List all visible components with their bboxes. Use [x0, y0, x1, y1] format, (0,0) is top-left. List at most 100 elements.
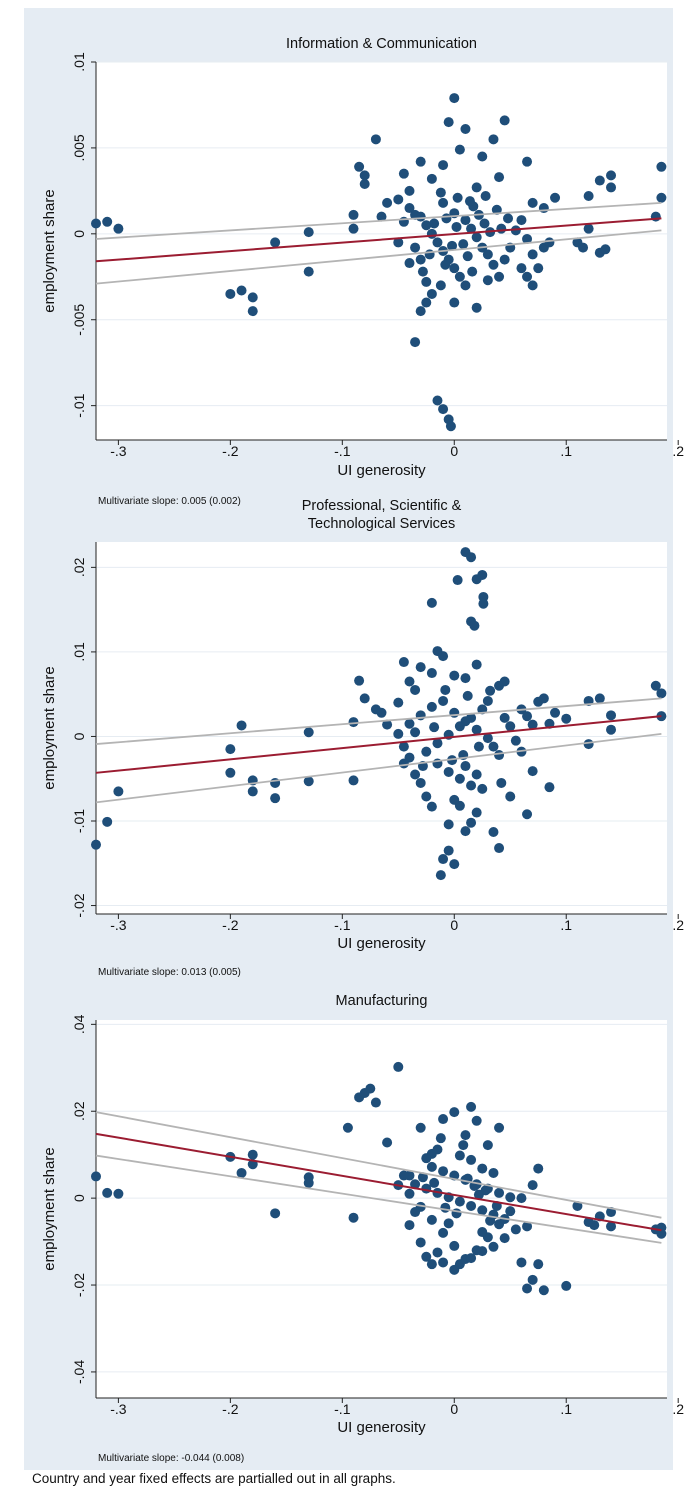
data-point	[471, 659, 482, 670]
data-point	[438, 854, 449, 865]
data-point	[594, 175, 605, 186]
data-point	[443, 117, 454, 128]
data-point	[533, 263, 544, 274]
data-point	[410, 684, 421, 695]
data-point	[270, 793, 281, 804]
data-point	[91, 218, 101, 229]
data-point	[477, 783, 488, 794]
data-point	[494, 750, 505, 761]
ci-lower-line	[95, 1154, 662, 1244]
x-tick-label: .1	[560, 917, 572, 933]
data-point	[376, 707, 387, 718]
x-tick-label: 0	[450, 443, 458, 459]
data-point	[451, 221, 462, 232]
data-point	[421, 1251, 432, 1262]
slope-note: Multivariate slope: 0.005 (0.002)	[98, 496, 241, 507]
data-point	[370, 1097, 381, 1108]
data-point	[454, 144, 465, 155]
data-point	[421, 276, 432, 287]
data-point	[488, 1241, 499, 1252]
data-point	[426, 1214, 437, 1225]
data-point	[382, 1137, 393, 1148]
chart-title: Professional, Scientific &	[302, 498, 462, 514]
data-point	[440, 1202, 451, 1213]
data-point	[452, 575, 463, 586]
data-point	[410, 1179, 421, 1190]
data-point	[485, 685, 496, 696]
x-tick-label: .1	[560, 1401, 572, 1417]
data-point	[247, 292, 258, 303]
data-point	[440, 259, 451, 270]
data-point	[466, 780, 477, 791]
data-point	[426, 288, 437, 299]
data-point	[650, 211, 661, 222]
data-point	[516, 215, 527, 226]
data-point	[460, 826, 471, 837]
data-point	[482, 275, 493, 286]
data-point	[398, 758, 409, 769]
ci-upper-line	[95, 697, 662, 745]
data-point	[359, 170, 370, 181]
data-point	[561, 713, 572, 724]
data-point	[432, 738, 443, 749]
data-point	[466, 1253, 477, 1264]
y-axis-label: employment share	[41, 189, 58, 312]
data-point	[359, 693, 370, 704]
data-point	[404, 185, 415, 196]
figure: Information & Communication -.01 -.005 0 .00…	[24, 8, 684, 1470]
data-point	[533, 1259, 544, 1270]
data-point	[499, 1233, 510, 1244]
data-point	[505, 791, 516, 802]
data-point	[443, 819, 454, 830]
data-point	[589, 1220, 600, 1231]
data-point	[482, 733, 493, 744]
data-point	[522, 711, 533, 722]
data-point	[393, 194, 404, 205]
data-point	[499, 712, 510, 723]
data-point	[417, 1172, 428, 1183]
data-point	[454, 1196, 465, 1207]
data-point	[421, 297, 432, 308]
data-point	[236, 1167, 247, 1178]
data-point	[485, 1215, 496, 1226]
data-point	[102, 1187, 113, 1198]
data-point	[538, 693, 549, 704]
data-point	[421, 746, 432, 757]
data-point	[522, 233, 533, 244]
data-point	[454, 1259, 465, 1270]
data-point	[113, 1188, 124, 1199]
data-point	[491, 204, 502, 215]
data-point	[471, 302, 482, 313]
data-point	[415, 662, 426, 673]
data-point	[398, 168, 409, 179]
data-point	[462, 690, 473, 701]
data-point	[429, 1177, 440, 1188]
data-point	[471, 724, 482, 735]
data-point	[417, 266, 428, 277]
data-point	[488, 826, 499, 837]
data-point	[522, 1283, 533, 1294]
data-point	[435, 280, 446, 291]
data-point	[404, 1220, 415, 1231]
data-point	[583, 191, 594, 202]
data-point	[348, 775, 359, 786]
data-point	[480, 191, 491, 202]
data-point	[477, 1227, 488, 1238]
y-tick-label: .005	[71, 134, 87, 161]
data-point	[477, 1246, 488, 1257]
data-point	[247, 306, 258, 317]
y-tick-label: -.005	[71, 304, 87, 336]
data-point	[303, 727, 314, 738]
x-tick-label: -.3	[110, 443, 127, 459]
data-point	[650, 680, 661, 691]
data-point	[499, 115, 510, 126]
data-point	[516, 1257, 527, 1268]
data-point	[527, 197, 538, 208]
data-point	[550, 707, 561, 718]
data-point	[113, 223, 124, 234]
data-point	[479, 218, 490, 229]
data-point	[460, 215, 471, 226]
x-tick-label: .2	[672, 1401, 684, 1417]
data-point	[410, 337, 421, 348]
data-point	[527, 1180, 538, 1191]
